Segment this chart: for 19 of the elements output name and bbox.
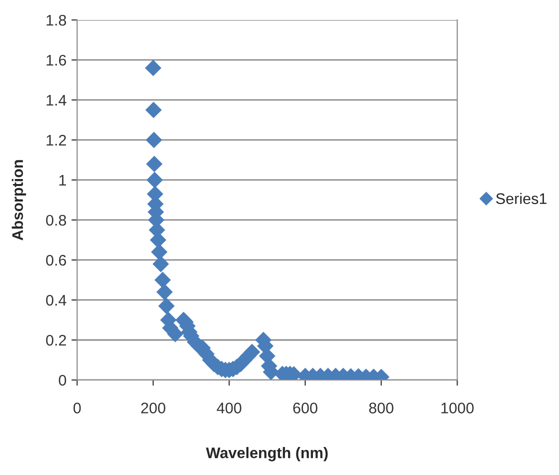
x-tick-label: 400 <box>216 402 242 414</box>
y-tick-label: 0.6 <box>46 254 66 266</box>
y-tick-label: 0.8 <box>46 214 66 226</box>
y-tick-label: 1.2 <box>46 134 66 146</box>
y-tick-label: 0 <box>58 374 66 386</box>
x-tick-label: 1000 <box>441 402 474 414</box>
x-tick-label: 600 <box>293 402 318 414</box>
legend-label: Series1 <box>496 192 546 204</box>
y-tick-label: 1.6 <box>46 54 66 66</box>
y-tick-label: 1 <box>59 174 66 186</box>
y-tick-label: 1.4 <box>46 94 66 106</box>
y-tick-label: 0.2 <box>46 334 66 346</box>
x-axis-title: Wavelength (nm) <box>206 447 328 462</box>
y-axis-title: Absorption <box>12 160 26 240</box>
y-tick-label: 1.8 <box>46 14 66 26</box>
x-tick-label: 800 <box>369 402 394 414</box>
y-tick-label: 0.4 <box>46 294 66 306</box>
x-tick-label: 200 <box>141 402 166 414</box>
x-tick-label: 0 <box>73 402 81 414</box>
